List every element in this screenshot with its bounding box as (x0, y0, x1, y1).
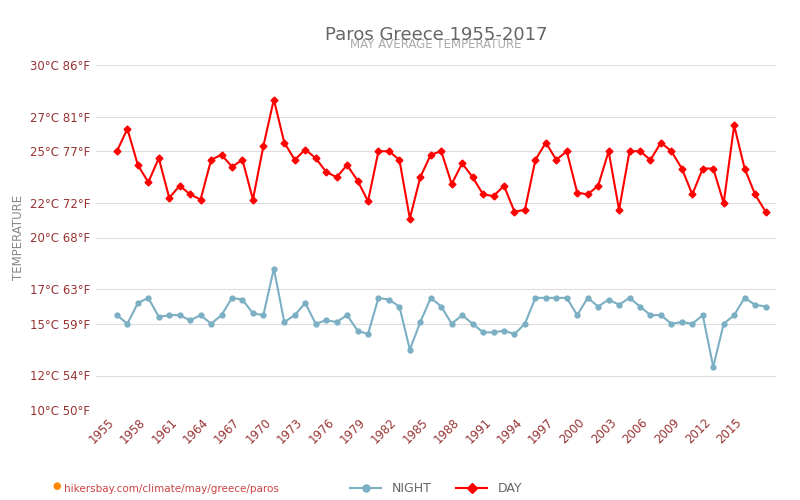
Text: MAY AVERAGE TEMPERATURE: MAY AVERAGE TEMPERATURE (350, 38, 522, 51)
Text: ●: ● (52, 481, 61, 491)
Legend: NIGHT, DAY: NIGHT, DAY (345, 478, 527, 500)
Text: hikersbay.com/climate/may/greece/paros: hikersbay.com/climate/may/greece/paros (64, 484, 279, 494)
Y-axis label: TEMPERATURE: TEMPERATURE (11, 195, 25, 280)
Title: Paros Greece 1955-2017: Paros Greece 1955-2017 (325, 26, 547, 44)
